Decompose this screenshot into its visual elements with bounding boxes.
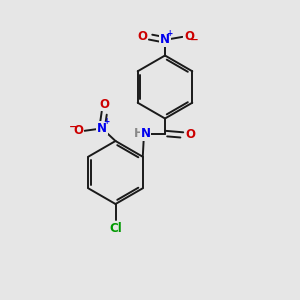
Text: N: N [160,33,170,46]
Text: −: − [69,122,78,132]
Text: O: O [73,124,83,137]
Text: +: + [167,29,172,38]
Text: O: O [184,30,194,44]
Text: −: − [189,35,198,45]
Text: N: N [97,122,107,135]
Text: H: H [134,127,143,140]
Text: O: O [138,30,148,44]
Text: Cl: Cl [109,221,122,235]
Text: +: + [103,117,109,126]
Text: O: O [99,98,110,111]
Text: N: N [140,127,151,140]
Text: O: O [185,128,196,142]
